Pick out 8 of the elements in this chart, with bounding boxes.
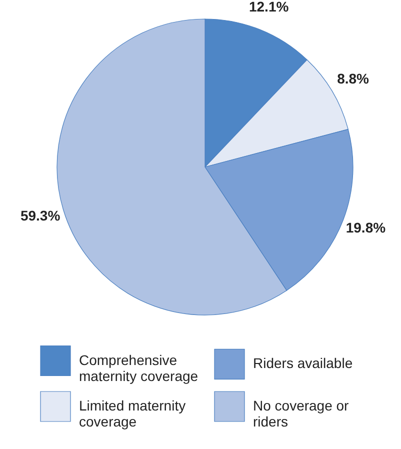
data-label: 59.3% xyxy=(20,208,61,224)
legend-label: Riders available xyxy=(253,355,353,372)
legend-label: No coverage or riders xyxy=(253,398,350,430)
data-label: 19.8% xyxy=(346,219,386,236)
data-label: 12.1% xyxy=(248,0,290,14)
legend-label: Comprehensive maternity coverage xyxy=(79,352,198,384)
legend-label: Limited maternity coverage xyxy=(79,398,186,430)
data-label: 8.8% xyxy=(337,70,370,86)
